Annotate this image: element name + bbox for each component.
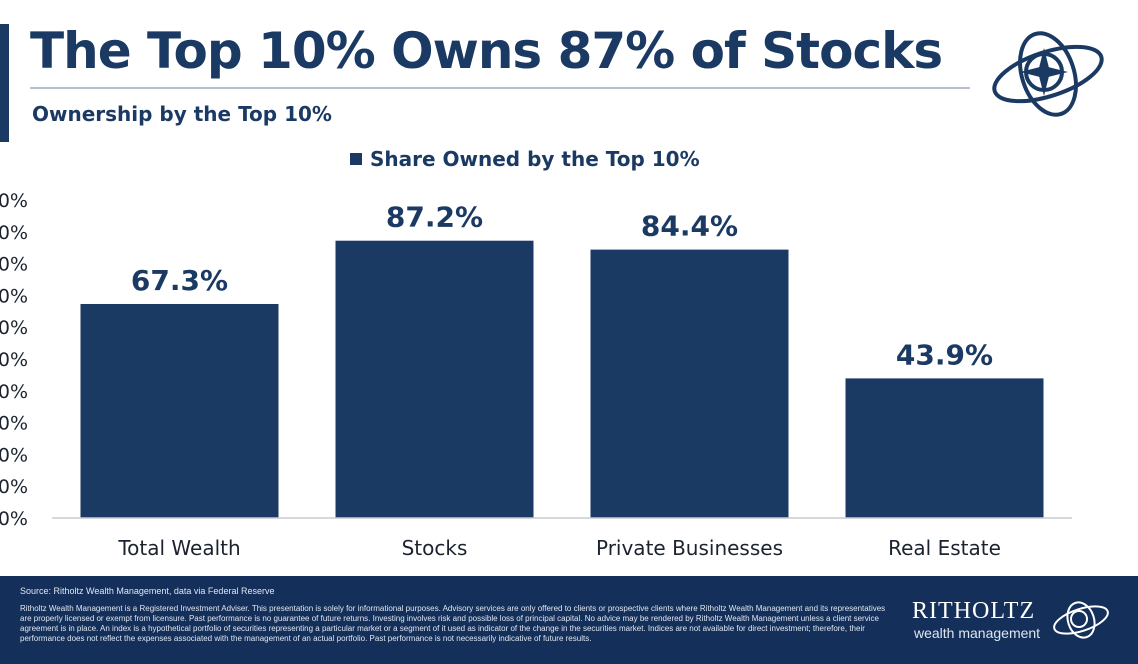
x-category-label: Stocks [402, 536, 468, 560]
ritholtz-small-logo-icon [1053, 601, 1109, 639]
x-category-label: Real Estate [888, 536, 1001, 560]
y-tick-label: 40% [0, 381, 28, 403]
y-tick-label: 70% [0, 285, 28, 307]
data-label: 87.2% [386, 201, 483, 234]
y-tick-label: 100% [0, 190, 28, 212]
x-category-label: Private Businesses [596, 536, 783, 560]
data-label: 43.9% [896, 338, 993, 371]
chart-legend: Share Owned by the Top 10% [350, 147, 700, 171]
bar [80, 303, 279, 518]
bar [845, 378, 1044, 518]
bar [590, 249, 789, 518]
x-axis: Total Wealth Stocks Private Businesses Real… [52, 517, 1072, 560]
y-tick-label: 50% [0, 349, 28, 371]
data-label: 84.4% [641, 210, 738, 243]
footer-disclaimer: Ritholtz Wealth Management is a Register… [20, 604, 886, 643]
title-divider [30, 87, 970, 89]
left-accent-bar [0, 24, 9, 142]
y-tick-label: 0% [0, 508, 28, 530]
brand-name: RITHOLTZ [912, 598, 1036, 624]
x-category-label: Total Wealth [117, 536, 240, 560]
page-subtitle: Ownership by the Top 10% [32, 102, 332, 126]
data-labels: 67.3% 87.2% 84.4% 43.9% [131, 201, 993, 372]
footer: Source: Ritholtz Wealth Management, data… [0, 576, 1138, 664]
footer-brand: RITHOLTZ wealth management [912, 598, 1122, 648]
bars [80, 240, 1044, 519]
y-tick-label: 80% [0, 254, 28, 276]
bar-chart: 0% 10% 20% 30% 40% 50% 60% 70% 80% 90% 100% 67.3% 8… [0, 190, 1072, 560]
y-tick-label: 90% [0, 222, 28, 244]
y-tick-label: 10% [0, 476, 28, 498]
legend-label: Share Owned by the Top 10% [370, 147, 700, 171]
y-tick-label: 60% [0, 317, 28, 339]
bar [335, 240, 534, 519]
brand-subtitle: wealth management [914, 625, 1041, 641]
legend-swatch [350, 153, 362, 165]
data-label: 67.3% [131, 264, 228, 297]
y-axis: 0% 10% 20% 30% 40% 50% 60% 70% 80% 90% 100% [0, 190, 28, 530]
y-tick-label: 20% [0, 444, 28, 466]
ritholtz-logo-icon [992, 31, 1104, 117]
y-tick-label: 30% [0, 413, 28, 435]
footer-source: Source: Ritholtz Wealth Management, data… [20, 586, 275, 596]
page-title: The Top 10% Owns 87% of Stocks [30, 22, 943, 80]
